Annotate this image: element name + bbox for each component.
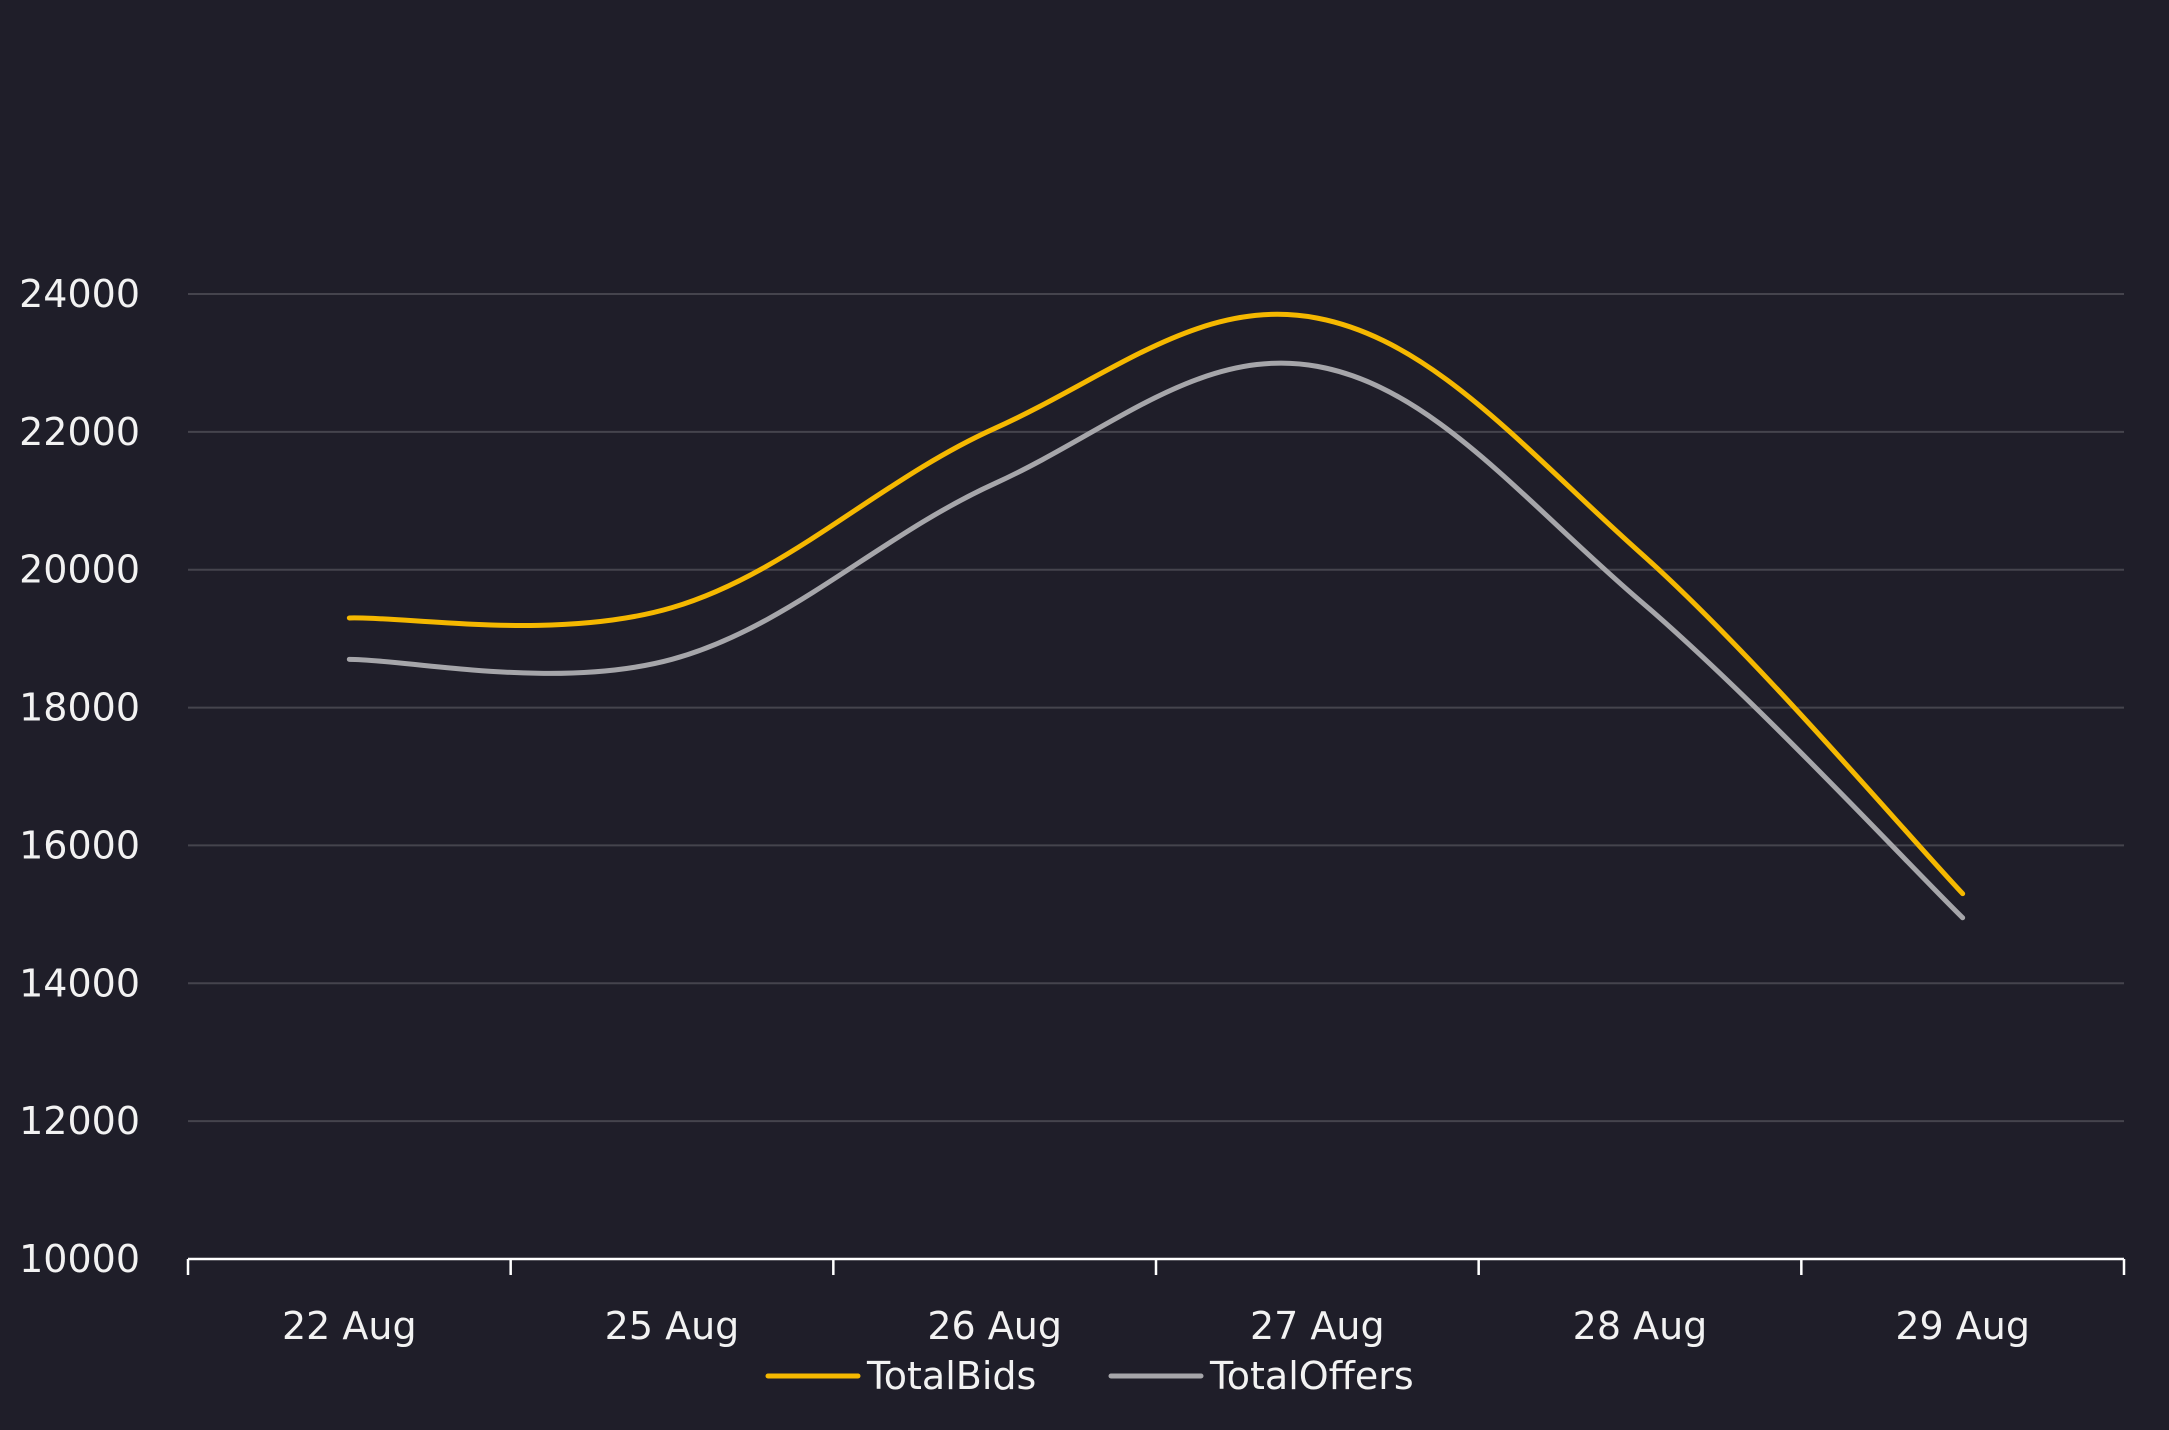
y-tick-label: 20000	[19, 548, 140, 592]
x-tick-label: 25 Aug	[605, 1304, 740, 1348]
y-tick-label: 22000	[19, 410, 140, 454]
x-tick-label: 28 Aug	[1573, 1304, 1708, 1348]
x-tick-label: 22 Aug	[282, 1304, 417, 1348]
y-tick-label: 14000	[19, 961, 140, 1005]
y-tick-label: 10000	[19, 1237, 140, 1281]
series-line-totalbids	[346, 311, 1966, 897]
series-line-totaloffers	[346, 360, 1966, 921]
x-axis-tick-labels: 22 Aug 25 Aug 26 Aug 27 Aug 28 Aug 29 Aug	[282, 1304, 2030, 1348]
x-axis	[186, 1257, 2126, 1275]
y-tick-label: 24000	[19, 272, 140, 316]
series-lines	[346, 311, 1966, 921]
x-tick-label: 27 Aug	[1250, 1304, 1385, 1348]
x-tick-label: 29 Aug	[1895, 1304, 2030, 1348]
y-tick-label: 18000	[19, 686, 140, 730]
x-tick-label: 26 Aug	[927, 1304, 1062, 1348]
legend-label: TotalOffers	[1209, 1354, 1414, 1398]
legend-label: TotalBids	[866, 1354, 1036, 1398]
legend: TotalBids TotalOffers	[765, 1354, 1414, 1398]
y-tick-label: 16000	[19, 823, 140, 867]
y-tick-label: 12000	[19, 1099, 140, 1143]
y-axis-tick-labels: 10000 12000 14000 16000 18000 20000 22000 24000	[19, 272, 140, 1281]
gridlines	[188, 293, 2124, 1123]
